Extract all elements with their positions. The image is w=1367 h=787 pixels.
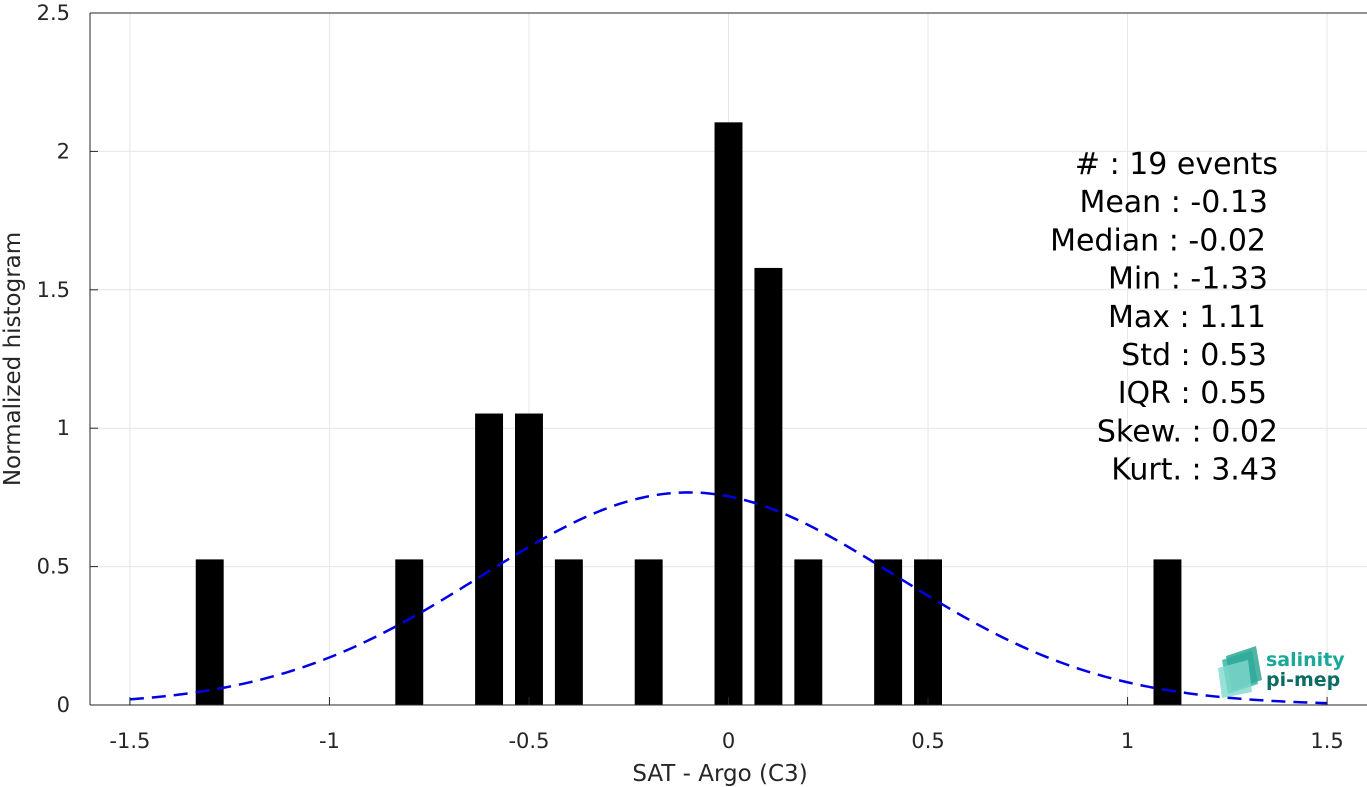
x-tick-label: -0.5: [508, 729, 549, 753]
x-tick-label: 0.5: [911, 729, 944, 753]
histogram-bar: [1153, 559, 1182, 705]
stat-line: Skew. : 0.02: [1097, 414, 1278, 449]
logo-text-salinity: salinity: [1266, 649, 1345, 671]
stat-line: # : 19 events: [1075, 147, 1278, 182]
stat-line: Min : -1.33: [1108, 262, 1268, 297]
y-tick-label: 0.5: [37, 555, 70, 579]
y-tick-label: 2.5: [37, 1, 70, 25]
histogram-bar: [794, 559, 823, 705]
salinity-pimep-logo: salinity pi-mep: [1218, 646, 1345, 698]
x-tick-label: 1: [1121, 729, 1134, 753]
x-tick-label: -1.5: [109, 729, 150, 753]
y-tick-label: 0: [57, 693, 70, 717]
x-tick-label: 1.5: [1310, 729, 1343, 753]
histogram-bar: [475, 413, 504, 705]
stat-line: Std : 0.53: [1121, 338, 1267, 373]
normal-fit-curve: [129, 491, 1328, 705]
logo-waves-icon: [1218, 646, 1262, 698]
histogram-bar: [754, 267, 783, 705]
stat-line: IQR : 0.55: [1118, 376, 1267, 411]
y-axis-label: Normalized histogram: [0, 232, 26, 486]
histogram-bar: [714, 122, 743, 705]
histogram-bar: [395, 559, 424, 705]
logo-text-pimep: pi-mep: [1266, 669, 1340, 691]
x-axis-label: SAT - Argo (C3): [632, 761, 807, 787]
histogram-bar: [515, 413, 543, 705]
histogram-bar: [874, 559, 903, 705]
histogram-bar: [195, 559, 224, 705]
x-tick-label: -1: [319, 729, 340, 753]
histogram-bar: [914, 559, 942, 705]
histogram-bar: [554, 559, 583, 705]
stat-line: Max : 1.11: [1108, 300, 1266, 335]
y-tick-labels: 0 0.5 1 1.5 2 2.5: [37, 1, 98, 717]
stat-line: Mean : -0.13: [1079, 185, 1268, 220]
x-tick-label: 0: [722, 729, 735, 753]
y-tick-label: 1.5: [37, 278, 70, 302]
histogram-bar: [634, 559, 663, 705]
histogram-bars: [195, 122, 1182, 705]
x-tick-labels: -1.5 -1 -0.5 0 0.5 1 1.5: [109, 697, 1344, 753]
stat-line: Kurt. : 3.43: [1111, 453, 1278, 488]
y-tick-label: 1: [57, 416, 70, 440]
stat-line: Median : -0.02: [1050, 223, 1266, 258]
y-tick-label: 2: [57, 139, 70, 163]
